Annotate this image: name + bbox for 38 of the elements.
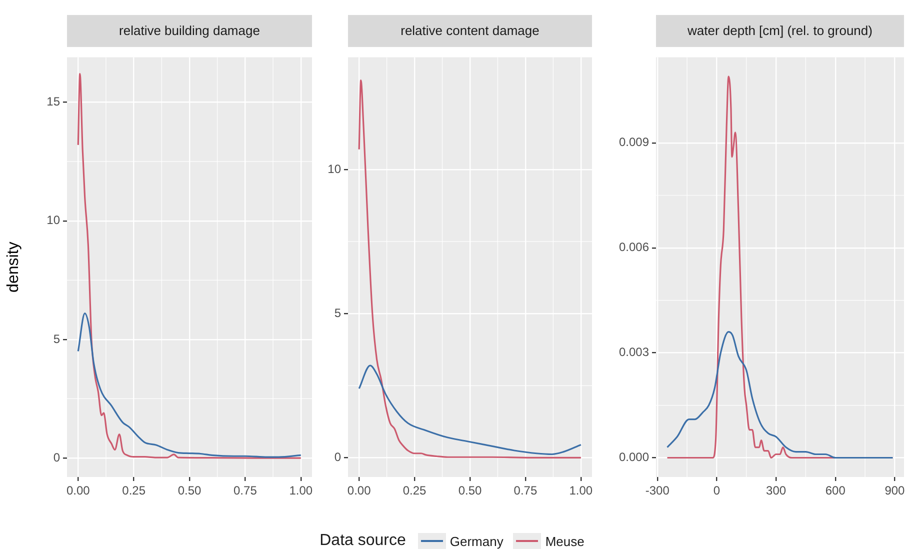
line-series — [358, 79, 582, 458]
y-tick-label: 10 — [46, 213, 60, 228]
line-series — [358, 364, 582, 456]
x-tick-label: 0.25 — [402, 484, 427, 498]
line-series — [666, 331, 894, 459]
x-tick-label: 0.00 — [347, 484, 372, 498]
x-tick-label: 0.75 — [234, 484, 258, 498]
x-tick-label: 300 — [766, 484, 786, 498]
x-tick-label: 0.25 — [122, 484, 146, 498]
line-series — [77, 312, 302, 458]
y-tick-label: 10 — [328, 162, 342, 176]
legend-title: Data source — [320, 532, 406, 550]
y-tick-label: 0 — [334, 450, 342, 464]
y-tick-label: 15 — [46, 94, 60, 109]
legend-label: Germany — [450, 534, 504, 548]
y-tick-label: 0.009 — [618, 135, 650, 150]
y-tick-label: 0.003 — [618, 345, 650, 360]
y-tick-label: 5 — [334, 306, 342, 320]
y-tick-label: 0.006 — [618, 240, 650, 254]
chart-title: water depth [cm] (rel. to ground) — [656, 15, 904, 47]
x-tick-label: 0.00 — [66, 484, 90, 498]
chart-title: relative building damage — [67, 15, 312, 47]
y-axis-title: density — [5, 242, 22, 292]
x-tick-label: 0 — [713, 484, 720, 498]
y-tick-label: 0 — [53, 450, 60, 464]
line-series — [77, 73, 302, 459]
x-tick-label: 1.00 — [289, 484, 313, 498]
y-tick-label: 5 — [53, 332, 60, 346]
x-tick-label: 1.00 — [569, 484, 593, 498]
legend-label: Meuse — [545, 534, 584, 548]
x-tick-label: 0.50 — [178, 484, 202, 498]
x-tick-label: 600 — [825, 484, 846, 498]
x-tick-label: -300 — [645, 484, 670, 498]
x-tick-label: 0.50 — [458, 484, 482, 498]
chart-title: relative content damage — [348, 15, 592, 47]
x-tick-label: 0.75 — [514, 484, 538, 498]
y-tick-label: 0.000 — [618, 450, 650, 464]
x-tick-label: 900 — [884, 484, 906, 498]
